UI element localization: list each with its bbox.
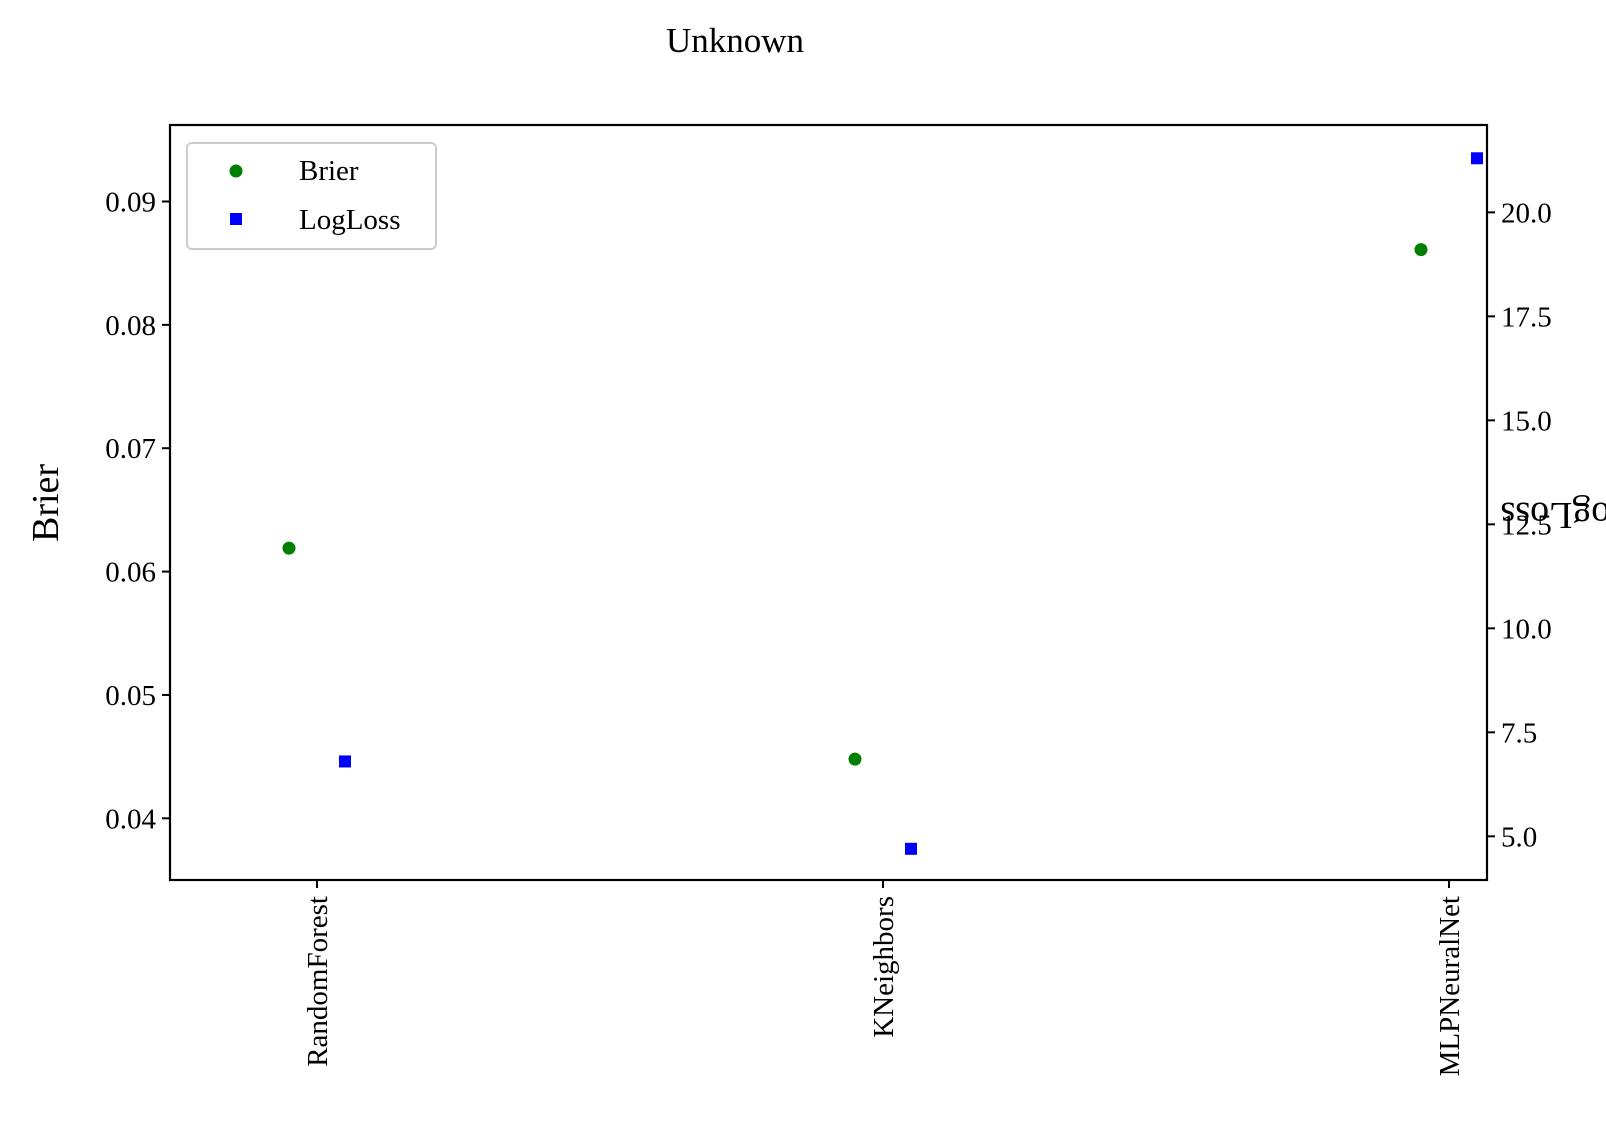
x-tick-label: KNeighbors (868, 896, 900, 1038)
x-axis: RandomForest KNeighbors MLPNeuralNet (302, 880, 1466, 1076)
legend-box (186, 142, 437, 250)
right-tick-label: 5.0 (1501, 821, 1537, 853)
logloss-point (339, 755, 351, 768)
left-tick-label: 0.06 (105, 557, 156, 589)
brier-point (282, 541, 296, 555)
right-tick-label: 15.0 (1501, 405, 1552, 437)
logloss-point (1471, 152, 1483, 165)
right-axis-label: LogLoss (1501, 494, 1606, 536)
right-tick-label: 7.5 (1501, 717, 1537, 749)
right-tick-label: 12.5 (1501, 509, 1552, 541)
right-axis: 5.0 7.5 10.0 12.5 15.0 17.5 20.0 (1487, 197, 1552, 853)
legend: Brier LogLoss (186, 142, 437, 250)
brier-point (848, 752, 862, 766)
plot-area (168, 123, 1489, 882)
legend-label-logloss: LogLoss (299, 204, 401, 236)
right-tick-label: 20.0 (1501, 197, 1552, 229)
x-tick-label: RandomForest (302, 896, 334, 1067)
right-tick-label: 17.5 (1501, 301, 1552, 333)
left-tick-label: 0.09 (105, 186, 156, 218)
brier-point (1414, 243, 1428, 257)
left-axis-label: Brier (25, 464, 67, 542)
data-marks (282, 152, 1483, 855)
legend-marker-logloss (230, 213, 242, 225)
legend-marker-brier (229, 164, 243, 178)
logloss-point (905, 842, 917, 855)
chart-title: Unknown (666, 21, 804, 60)
legend-label-brier: Brier (299, 155, 359, 187)
right-tick-label: 10.0 (1501, 613, 1552, 645)
left-tick-label: 0.07 (105, 433, 156, 465)
left-tick-label: 0.08 (105, 310, 156, 342)
left-tick-label: 0.05 (105, 680, 156, 712)
x-tick-label: MLPNeuralNet (1434, 896, 1466, 1076)
left-axis: 0.04 0.05 0.06 0.07 0.08 0.09 (105, 186, 170, 835)
left-tick-label: 0.04 (105, 803, 156, 835)
